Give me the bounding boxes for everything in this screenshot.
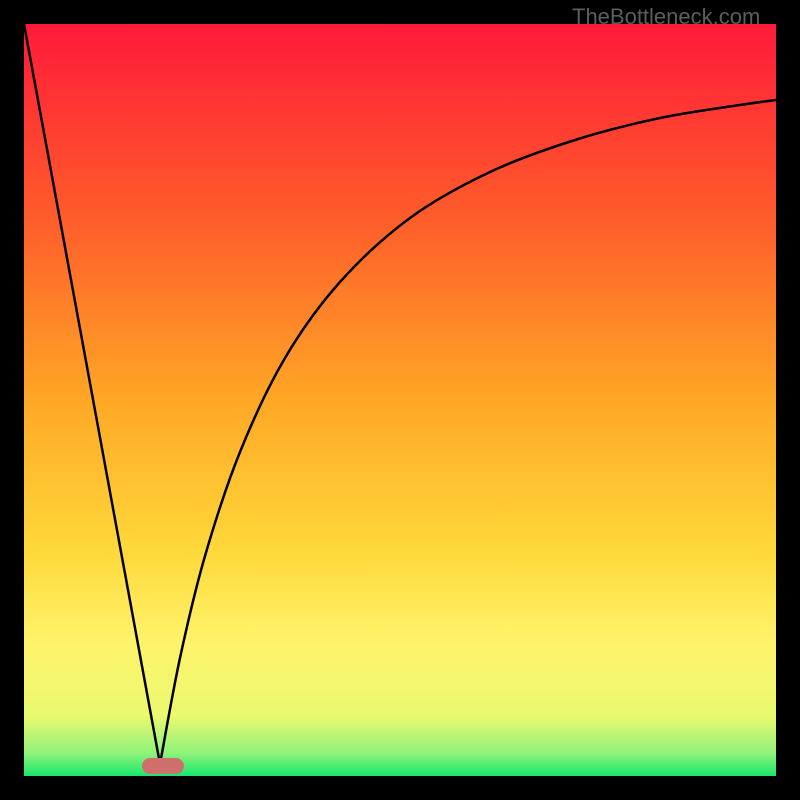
watermark: TheBottleneck.com (572, 4, 760, 30)
watermark-text: TheBottleneck.com (572, 4, 760, 29)
trough-marker (142, 758, 184, 774)
chart-container: TheBottleneck.com (0, 0, 800, 800)
curve (0, 0, 800, 800)
